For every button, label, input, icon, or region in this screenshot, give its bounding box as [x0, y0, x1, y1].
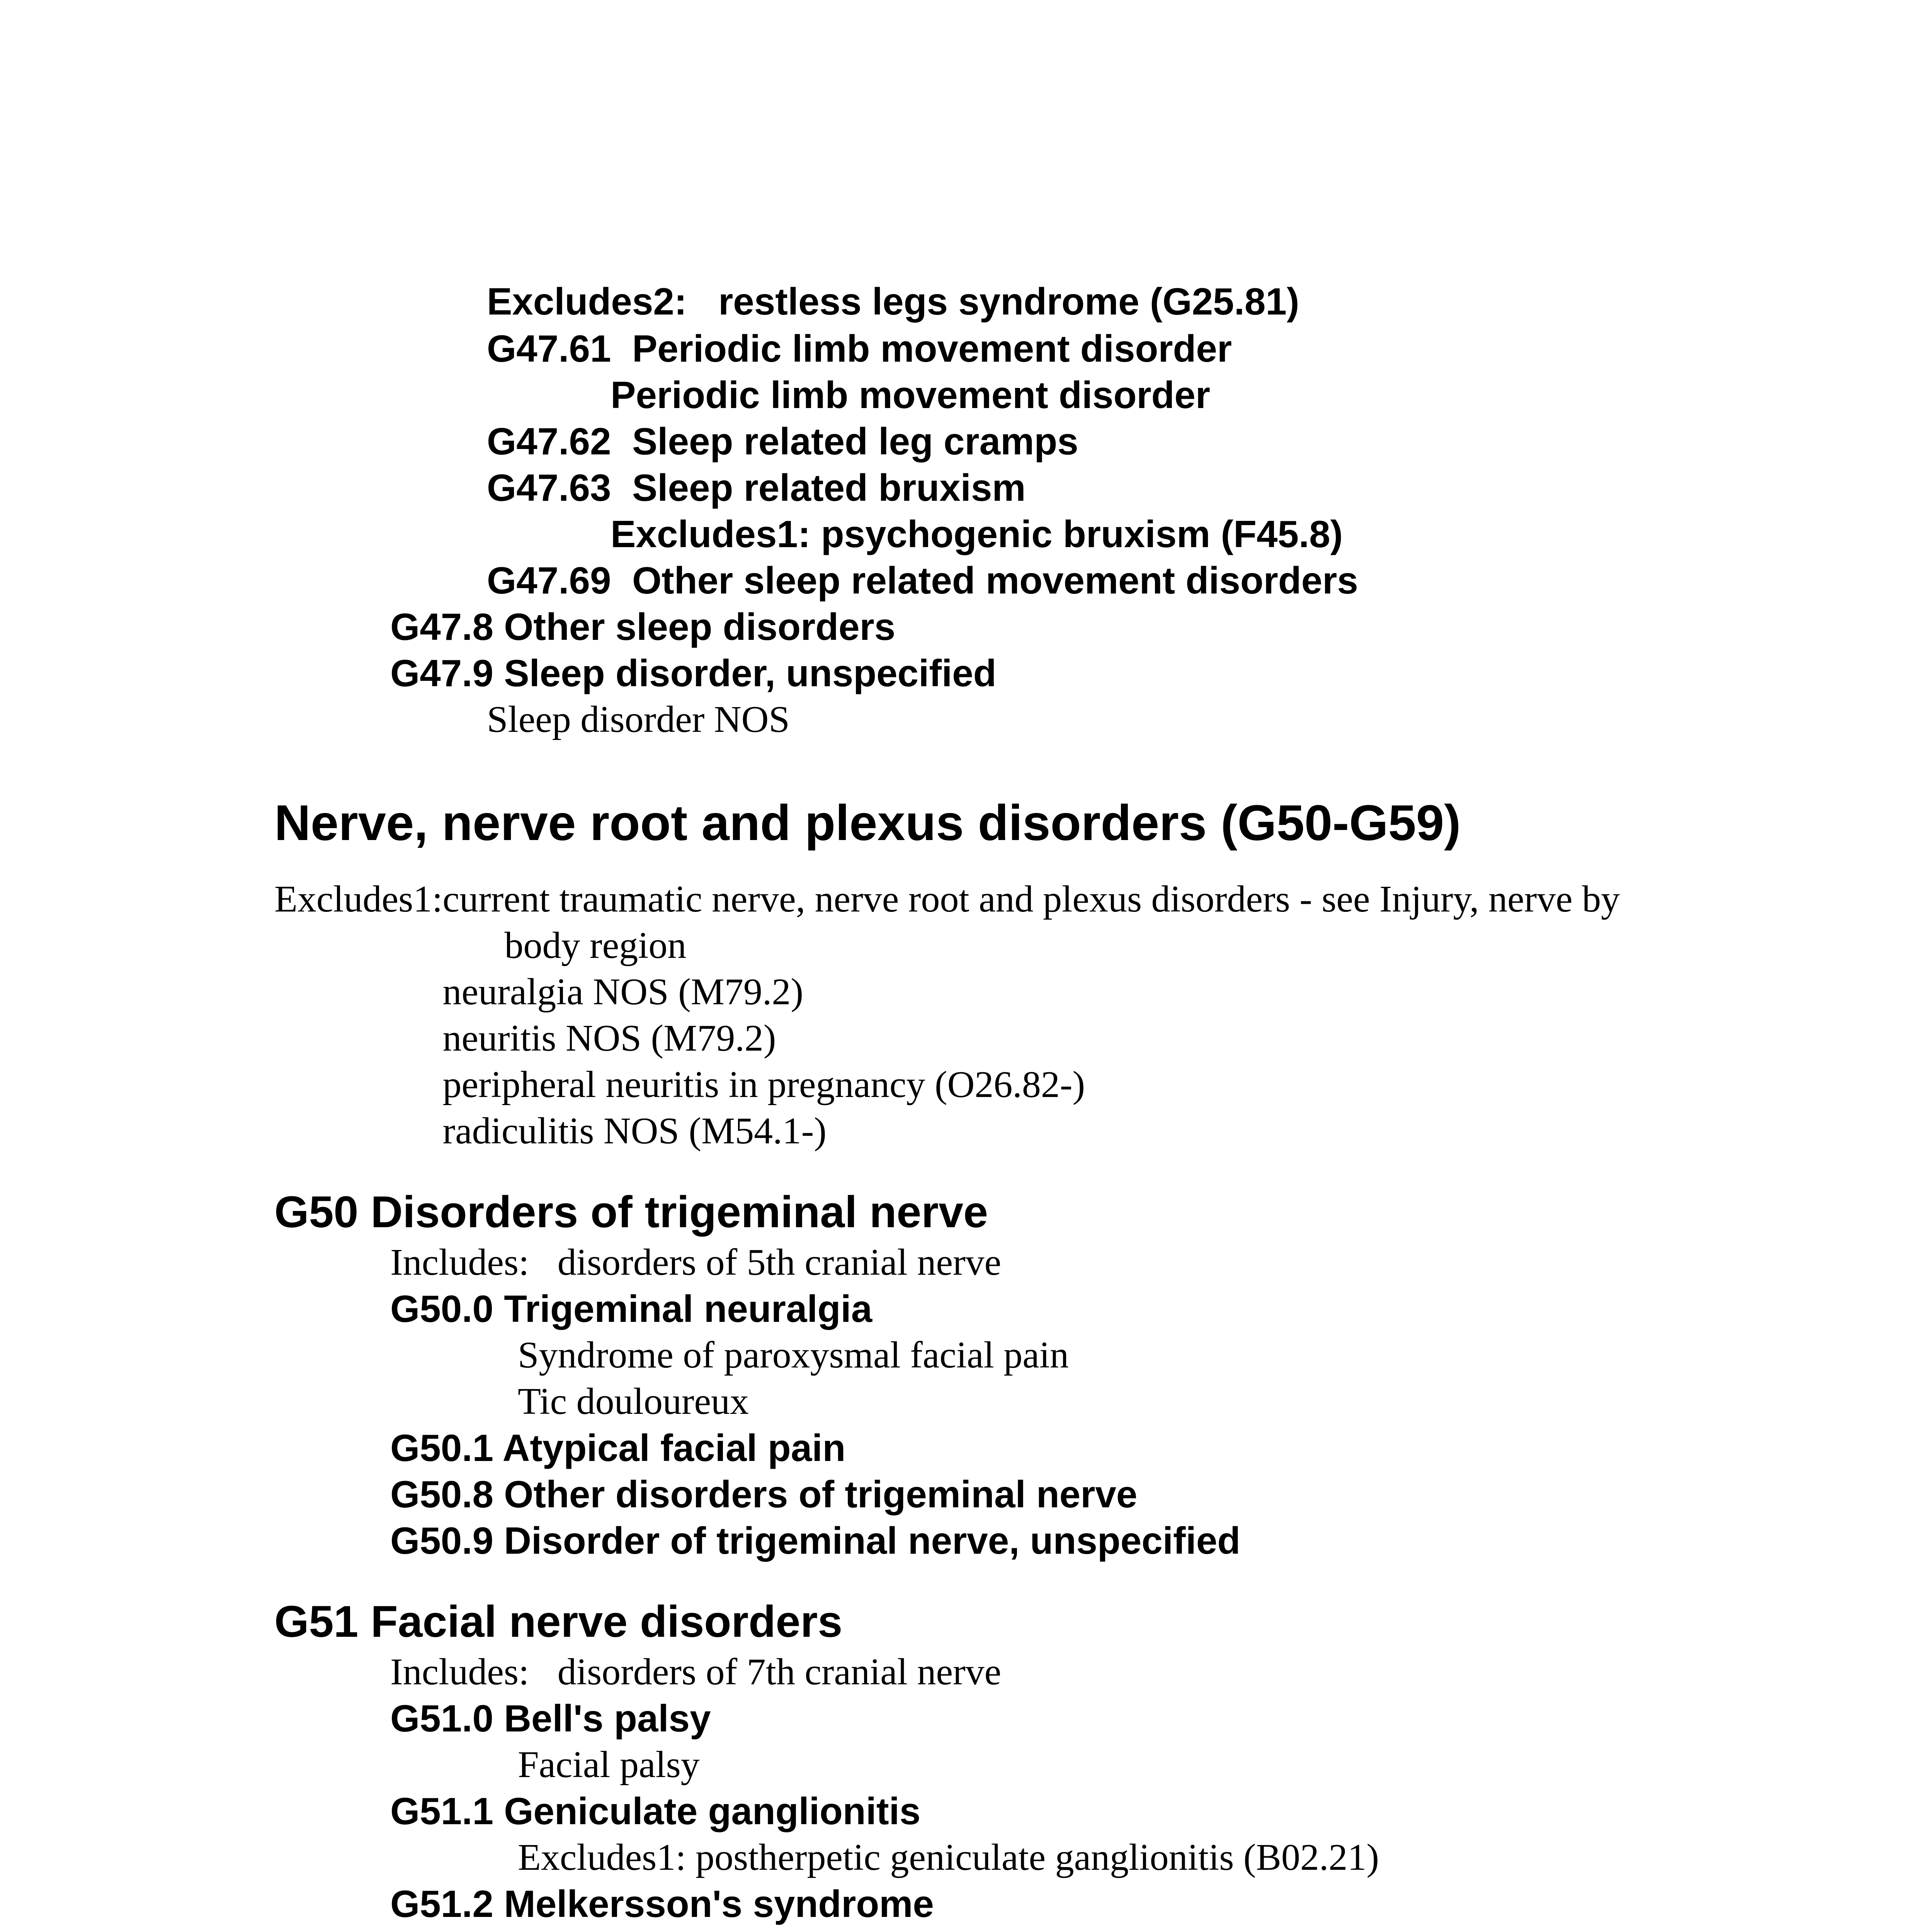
category-g50: G50 Disorders of trigeminal nerve	[274, 1185, 1696, 1239]
excludes-line-cont: body region	[442, 922, 1620, 969]
category-g51: G51 Facial nerve disorders	[274, 1595, 1696, 1649]
code-line-g512: G51.2 Melkersson's syndrome	[274, 1881, 1696, 1927]
section-title: Nerve, nerve root and plexus disorders (…	[274, 793, 1696, 853]
excludes2-text: restless legs syndrome (G25.81)	[718, 280, 1299, 323]
excludes1-line: Excludes1: psychogenic bruxism (F45.8)	[274, 511, 1696, 557]
document-page: Excludes2: restless legs syndrome (G25.8…	[0, 0, 1932, 1932]
excludes-line: radiculitis NOS (M54.1-)	[442, 1108, 1620, 1154]
includes-line: Includes: disorders of 7th cranial nerve	[274, 1649, 1696, 1695]
excludes-line: current traumatic nerve, nerve root and …	[442, 876, 1620, 922]
note-line: Periodic limb movement disorder	[274, 372, 1696, 418]
section-excludes-block: Excludes1: current traumatic nerve, nerv…	[274, 876, 1696, 1154]
code-line-g478: G47.8 Other sleep disorders	[274, 604, 1696, 650]
code-line-g501: G50.1 Atypical facial pain	[274, 1425, 1696, 1471]
note-line: Melkersson-Rosenthal syndrome	[274, 1927, 1696, 1932]
code-line-g509: G50.9 Disorder of trigeminal nerve, unsp…	[274, 1517, 1696, 1564]
code-line-g479: G47.9 Sleep disorder, unspecified	[274, 650, 1696, 696]
excludes-line: peripheral neuritis in pregnancy (O26.82…	[442, 1061, 1620, 1108]
excludes-line: neuralgia NOS (M79.2)	[442, 969, 1620, 1015]
excludes-content: current traumatic nerve, nerve root and …	[442, 876, 1620, 1154]
note-line: Tic douloureux	[274, 1378, 1696, 1425]
includes-line: Includes: disorders of 5th cranial nerve	[274, 1239, 1696, 1286]
code-line-g4762: G47.62 Sleep related leg cramps	[274, 418, 1696, 464]
code-line-g511: G51.1 Geniculate ganglionitis	[274, 1788, 1696, 1834]
code-line-g4769: G47.69 Other sleep related movement diso…	[274, 557, 1696, 604]
excludes1-line: Excludes1: postherpetic geniculate gangl…	[274, 1834, 1696, 1881]
code-line-g4763: G47.63 Sleep related bruxism	[274, 464, 1696, 511]
excludes2-label: Excludes2:	[487, 280, 687, 323]
code-line-g500: G50.0 Trigeminal neuralgia	[274, 1286, 1696, 1332]
note-line: Facial palsy	[274, 1742, 1696, 1788]
excludes-line: neuritis NOS (M79.2)	[442, 1015, 1620, 1061]
note-sleep-nos: Sleep disorder NOS	[274, 696, 1696, 743]
note-line: Syndrome of paroxysmal facial pain	[274, 1332, 1696, 1378]
code-line-g510: G51.0 Bell's palsy	[274, 1695, 1696, 1742]
code-line-g508: G50.8 Other disorders of trigeminal nerv…	[274, 1471, 1696, 1517]
code-line-g4761: G47.61 Periodic limb movement disorder	[274, 325, 1696, 372]
excludes2-line: Excludes2: restless legs syndrome (G25.8…	[274, 278, 1696, 325]
excludes1-label: Excludes1:	[274, 876, 442, 922]
